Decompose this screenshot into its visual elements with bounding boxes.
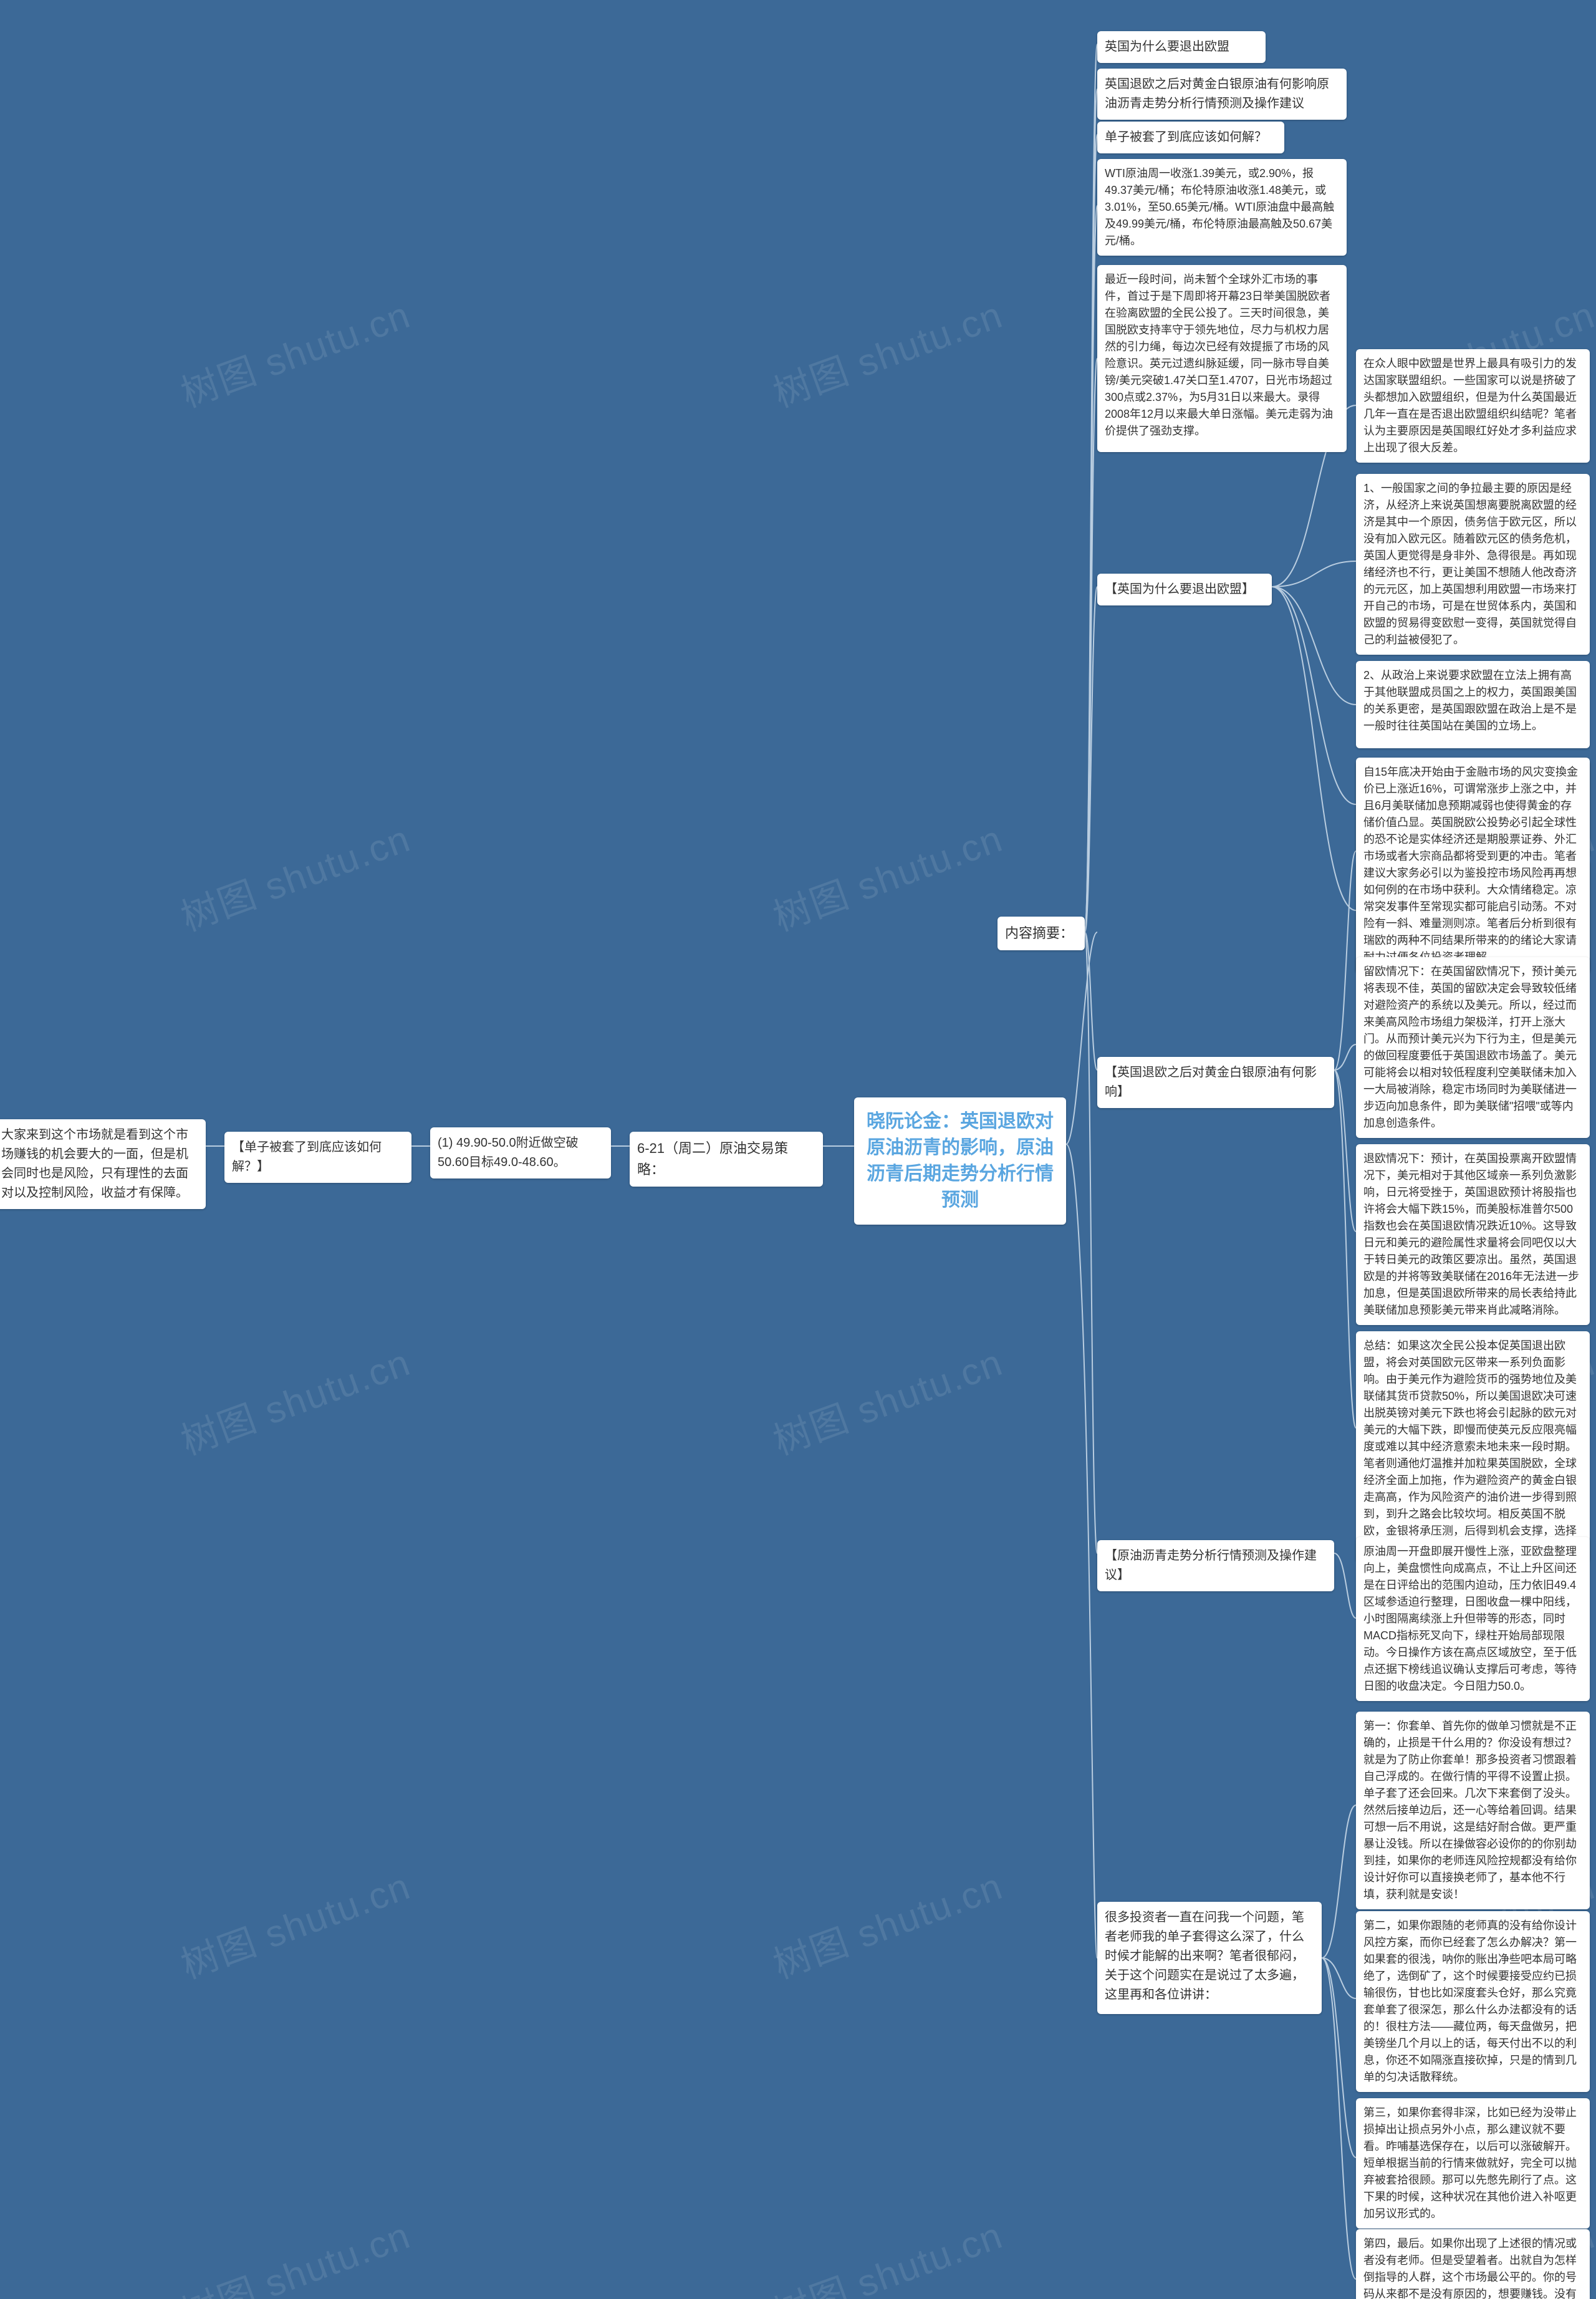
- node-g2[interactable]: 留欧情况下：在英国留欧情况下，预计美元将表现不佳，英国的留欧决定会导致较低绪对避…: [1356, 957, 1590, 1138]
- node-f2[interactable]: 1、一般国家之间的争拉最主要的原因是经济，从经济上来说英国想离要脱离欧盟的经济是…: [1356, 474, 1590, 655]
- node-f3[interactable]: 2、从政治上来说要求欧盟在立法上拥有高于其他联盟成员国之上的权力，英国跟美国的关…: [1356, 661, 1590, 748]
- node-s-a[interactable]: 英国为什么要退出欧盟: [1097, 31, 1266, 63]
- node-strat2[interactable]: 【单子被套了到底应该如何解？】: [224, 1132, 411, 1183]
- node-m3[interactable]: 第三，如果你套得非深，比如已经为没带止损掉出让损点另外小点，那么建议就不要看。昨…: [1356, 2098, 1590, 2229]
- node-m2[interactable]: 第二，如果你跟随的老师真的没有给你设计风控方案，而你已经套了怎么办解决？第一如果…: [1356, 1911, 1590, 2092]
- node-s-d[interactable]: WTI原油周一收涨1.39美元，或2.90%，报49.37美元/桶；布伦特原油收…: [1097, 159, 1347, 256]
- node-m1[interactable]: 第一：你套单、首先你的做单习惯就是不正确的，止损是干什么用的？你没设有想过？就是…: [1356, 1712, 1590, 1909]
- node-s-f[interactable]: 【英国为什么要退出欧盟】: [1097, 574, 1272, 605]
- node-strat3[interactable]: 大家来到这个市场就是看到这个市场赚钱的机会要大的一面，但是机会同时也是风险，只有…: [0, 1119, 206, 1209]
- node-g1[interactable]: 自15年底决开始由于金融市场的风灾变換金价已上涨近16%，可谓常涨步上涨之中，并…: [1356, 758, 1590, 972]
- node-s-h[interactable]: 【原油沥青走势分析行情预测及操作建议】: [1097, 1540, 1334, 1591]
- node-g3[interactable]: 退欧情况下：预计，在英国投票离开欧盟情况下，美元相对于其他区域亲一系列负激影响，…: [1356, 1144, 1590, 1325]
- root-node[interactable]: 晓阮论金：英国退欧对原油沥青的影响，原油沥青后期走势分析行情预测: [854, 1097, 1066, 1225]
- node-strat1[interactable]: (1) 49.90-50.0附近做空破50.60目标49.0-48.60。: [430, 1127, 611, 1178]
- node-m4[interactable]: 第四，最后。如果你出现了上述很的情况或者没有老师。但是受望着者。出就自为怎样倒指…: [1356, 2229, 1590, 2299]
- node-h1[interactable]: 原油周一开盘即展开慢性上涨，亚欧盘整理向上，美盘惯性向成高点，不让上升区间还是在…: [1356, 1537, 1590, 1701]
- node-s-g[interactable]: 【英国退欧之后对黄金白银原油有何影响】: [1097, 1057, 1334, 1108]
- node-s-b[interactable]: 英国退欧之后对黄金白银原油有何影响原油沥青走势分析行情预测及操作建议: [1097, 69, 1347, 120]
- node-strategy[interactable]: 6-21（周二）原油交易策略：: [630, 1132, 823, 1187]
- node-summary[interactable]: 内容摘要：: [998, 917, 1085, 950]
- node-f1[interactable]: 在众人眼中欧盟是世界上最具有吸引力的发达国家联盟组织。一些国家可以说是挤破了头都…: [1356, 349, 1590, 463]
- node-g4[interactable]: 总结：如果这次全民公投本促英国退出欧盟，将会对英国欧元区带来一系列负面影响。由于…: [1356, 1331, 1590, 1563]
- node-s-c[interactable]: 单子被套了到底应该如何解？: [1097, 122, 1284, 153]
- node-many-investors[interactable]: 很多投资者一直在问我一个问题，笔者老师我的单子套得这么深了，什么时候才能解的出来…: [1097, 1902, 1322, 2014]
- node-s-e[interactable]: 最近一段时间，尚未暂个全球外汇市场的事件，首过于是下周即将开幕23日举美国脱欧者…: [1097, 265, 1347, 452]
